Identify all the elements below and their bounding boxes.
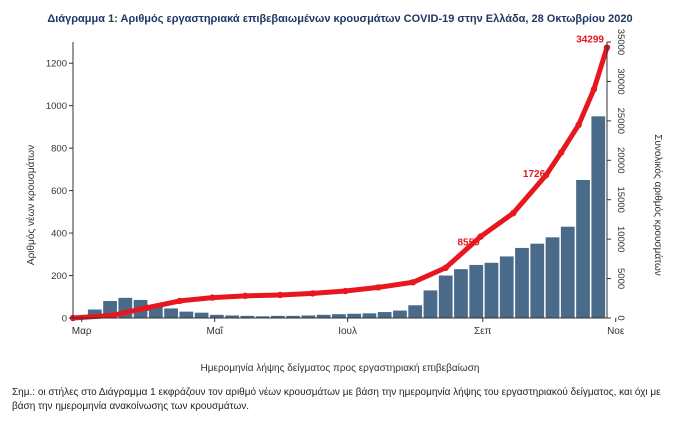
chart-title: Διάγραμμα 1: Αριθμός εργαστηριακά επιβεβ… — [47, 13, 633, 25]
bar — [225, 315, 239, 318]
bar — [560, 226, 575, 318]
y2-tick-label: 5000 — [615, 268, 626, 289]
bar — [408, 305, 423, 318]
bar — [438, 275, 453, 318]
y-tick-label: 1200 — [46, 59, 67, 70]
cumulative-data-label: 8559 — [458, 238, 481, 249]
weekly-new-cases-bars — [72, 116, 606, 318]
bar — [87, 309, 102, 318]
cumulative-data-label: 34299 — [576, 35, 604, 46]
y-tick-label: 800 — [51, 144, 67, 155]
cumulative-point — [409, 279, 417, 286]
y2-axis-label: Συνολικός αριθμός κρουσμάτων — [652, 134, 664, 276]
x-tick-label: Σεπ — [474, 326, 492, 337]
bar — [454, 269, 468, 318]
bar — [271, 315, 285, 318]
bar — [179, 311, 194, 318]
y2-tick-label: 25000 — [615, 108, 626, 134]
bar — [240, 315, 255, 318]
bar — [423, 290, 438, 318]
cumulative-point — [558, 149, 565, 156]
bar — [545, 237, 560, 318]
cumulative-data-label: 1726 — [523, 169, 546, 180]
bar — [576, 180, 590, 318]
y2-tick-label: 0 — [615, 315, 626, 320]
bar — [301, 315, 316, 318]
y-tick-label: 600 — [51, 186, 67, 197]
cumulative-point — [143, 304, 151, 311]
y-axis-label: Αριθμός νέων κρουσμάτων — [25, 145, 37, 265]
bar — [255, 316, 270, 318]
cumulative-point — [241, 292, 249, 300]
cumulative-cases-series: 8559 1726 34299 — [69, 35, 611, 322]
y-tick-label: 200 — [51, 271, 67, 282]
chart-footnote: Σημ.: οι στήλες στο Διάγραμμα 1 εκφράζου… — [12, 387, 661, 412]
y2-tick-label: 30000 — [615, 68, 626, 94]
bar — [499, 256, 514, 318]
bar — [515, 247, 529, 318]
cumulative-point — [209, 294, 216, 301]
y-tick-label: 0 — [62, 314, 67, 325]
cumulative-point — [575, 121, 582, 128]
x-tick-label: Ιουλ — [338, 326, 357, 337]
y2-tick-label: 10000 — [615, 226, 626, 252]
bar — [316, 314, 331, 318]
cumulative-point — [510, 209, 517, 217]
cumulative-point — [309, 290, 316, 297]
cumulative-point — [109, 312, 116, 319]
cumulative-point — [542, 172, 550, 179]
bar — [194, 312, 209, 318]
cumulative-point — [590, 86, 598, 93]
x-tick-label: Μαΐ — [207, 325, 224, 337]
y2-tick-label: 20000 — [615, 147, 626, 173]
cumulative-point — [374, 284, 382, 291]
bar — [286, 315, 301, 318]
y2-tick-label: 35000 — [615, 29, 626, 55]
cumulative-point — [276, 291, 284, 299]
bar — [377, 312, 392, 318]
x-tick-label: Νοε — [607, 326, 625, 337]
bar — [209, 314, 224, 318]
cumulative-point — [176, 297, 183, 305]
x-tick-label: Μαρ — [72, 326, 92, 337]
cumulative-point — [477, 233, 484, 240]
chart-axes: 0 200 400 600 800 1000 1200 0 5000 10000 15000 2000… — [46, 29, 626, 337]
x-axis-label: Ημερομηνία λήψης δείγματος προς εργαστηρ… — [201, 362, 480, 374]
bar — [530, 243, 545, 318]
bar — [332, 314, 346, 318]
cumulative-point — [342, 287, 349, 295]
bar — [591, 116, 606, 318]
bar — [347, 313, 362, 318]
y-tick-label: 1000 — [46, 101, 67, 112]
y2-tick-label: 15000 — [615, 187, 626, 213]
bar — [362, 313, 377, 318]
bar — [164, 308, 178, 318]
bar — [469, 264, 484, 318]
bar — [484, 262, 499, 318]
bar — [393, 310, 407, 318]
covid-cases-chart: 8559 1726 34299 0 200 400 600 800 1000 1200 0 5000… — [25, 29, 664, 374]
cumulative-point — [442, 264, 449, 271]
y-tick-label: 400 — [51, 229, 67, 240]
